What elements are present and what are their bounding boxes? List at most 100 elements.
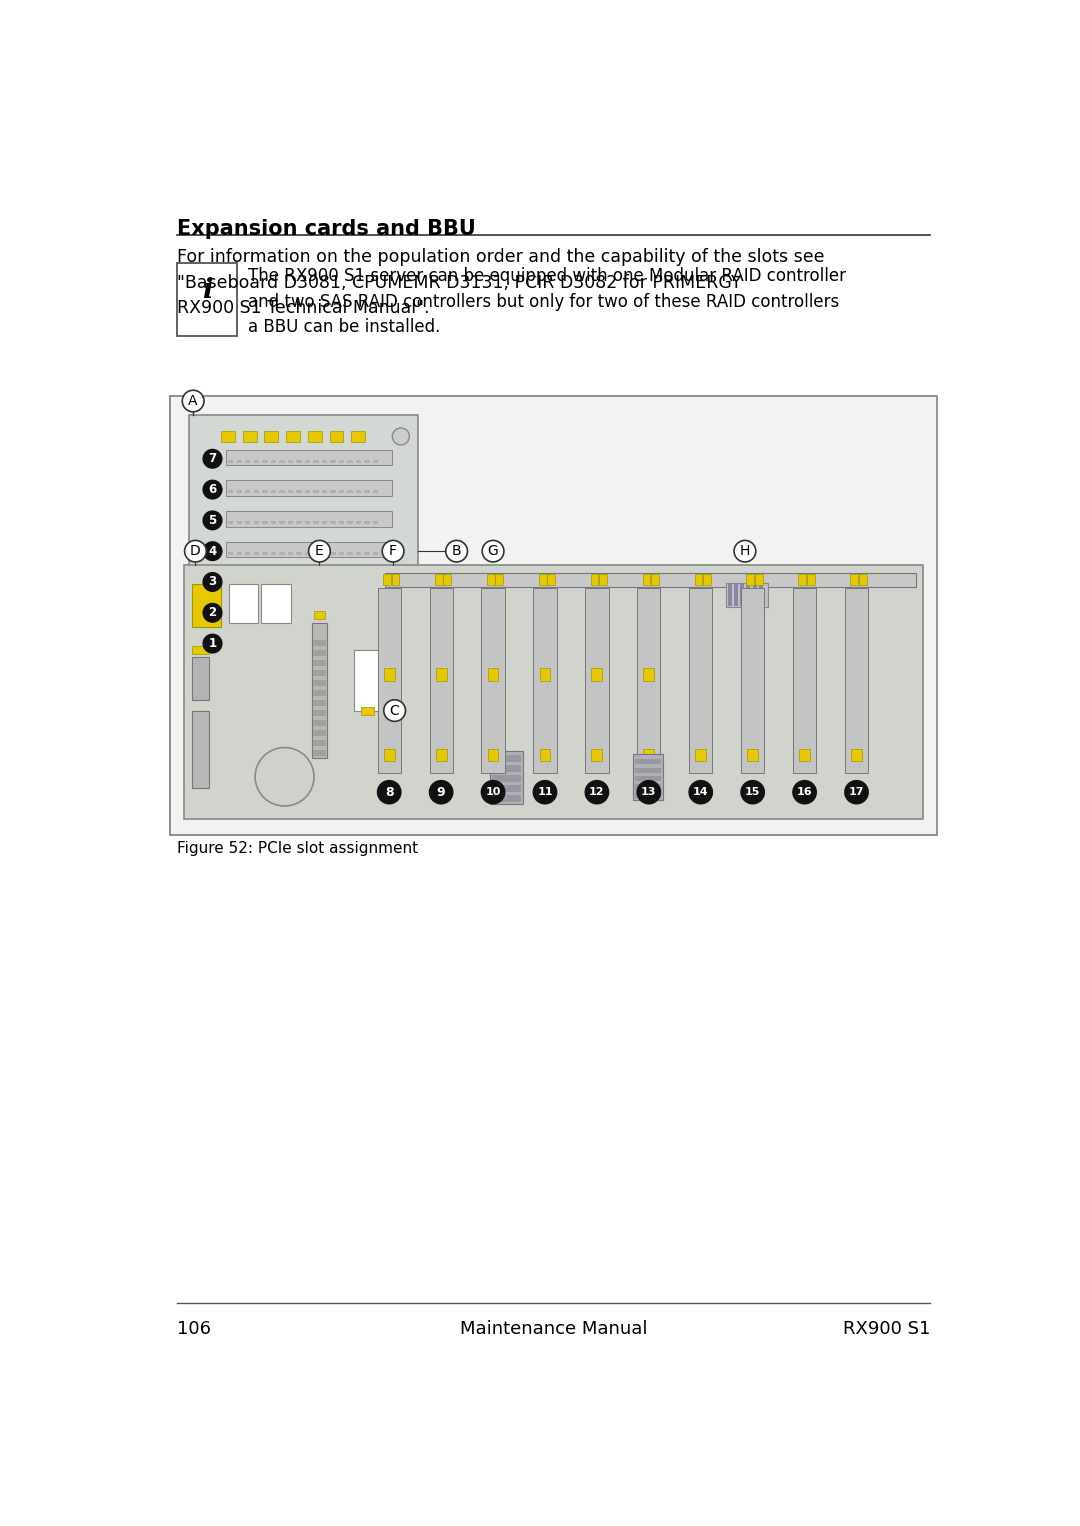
Bar [322, 490, 327, 493]
Bar [262, 552, 268, 555]
Circle shape [202, 603, 222, 623]
Bar [356, 522, 362, 525]
Text: 4: 4 [208, 545, 217, 557]
Bar [356, 490, 362, 493]
Bar [305, 583, 310, 586]
Bar [540, 749, 551, 761]
Bar [348, 552, 353, 555]
Bar [339, 552, 345, 555]
Bar [539, 574, 546, 584]
Bar [339, 583, 345, 586]
Bar [322, 613, 327, 617]
Bar [364, 522, 369, 525]
Bar [189, 415, 418, 688]
Bar [237, 522, 242, 525]
Bar [373, 552, 378, 555]
Bar [191, 584, 221, 627]
Bar [313, 729, 326, 736]
Bar [444, 574, 451, 584]
Circle shape [202, 633, 222, 653]
Bar [356, 644, 362, 647]
Bar [279, 490, 284, 493]
Circle shape [845, 780, 869, 804]
Text: Maintenance Manual: Maintenance Manual [460, 1320, 647, 1338]
Bar [364, 613, 369, 617]
Bar [313, 670, 326, 676]
Bar [491, 775, 521, 783]
Bar [184, 565, 923, 819]
Bar [228, 613, 233, 617]
Bar [799, 749, 810, 761]
Bar [330, 613, 336, 617]
Circle shape [482, 540, 504, 562]
Bar [271, 583, 276, 586]
Bar [354, 650, 381, 711]
Bar [592, 668, 603, 681]
Bar [330, 552, 336, 555]
Bar [177, 262, 238, 336]
Bar [191, 711, 208, 789]
Bar [261, 584, 291, 623]
Bar [755, 574, 762, 584]
Bar [746, 584, 751, 606]
Bar [305, 644, 310, 647]
Circle shape [740, 780, 765, 804]
Bar [383, 668, 394, 681]
Bar [351, 430, 365, 443]
Bar [191, 645, 208, 653]
Bar [322, 552, 327, 555]
Bar [254, 552, 259, 555]
Bar [228, 522, 233, 525]
Bar [313, 459, 319, 462]
Bar [488, 749, 499, 761]
Bar [322, 583, 327, 586]
Bar [262, 644, 268, 647]
Bar [287, 583, 293, 586]
Bar [237, 459, 242, 462]
Bar [313, 690, 326, 696]
Bar [534, 588, 556, 774]
Bar [296, 583, 301, 586]
Bar [305, 613, 310, 617]
Bar [313, 583, 319, 586]
Bar [287, 459, 293, 462]
Bar [373, 522, 378, 525]
Text: 14: 14 [693, 787, 708, 797]
Circle shape [481, 780, 505, 804]
Bar [271, 459, 276, 462]
Bar [245, 490, 251, 493]
Bar [313, 552, 319, 555]
Circle shape [309, 540, 330, 562]
Text: C: C [390, 703, 400, 717]
Bar [287, 613, 293, 617]
Text: 2: 2 [208, 606, 217, 620]
Circle shape [392, 427, 409, 446]
Bar [373, 459, 378, 462]
Bar [430, 588, 453, 774]
Bar [635, 768, 661, 774]
Bar [313, 700, 326, 707]
Bar [356, 583, 362, 586]
Bar [245, 613, 251, 617]
Text: Figure 52: PCIe slot assignment: Figure 52: PCIe slot assignment [177, 841, 418, 856]
Bar [364, 459, 369, 462]
Bar [305, 522, 310, 525]
Text: 10: 10 [485, 787, 501, 797]
Bar [245, 459, 251, 462]
Bar [313, 522, 319, 525]
Text: 1: 1 [208, 636, 217, 650]
Bar [496, 574, 503, 584]
Text: D: D [190, 545, 201, 559]
Bar [262, 522, 268, 525]
Bar [348, 613, 353, 617]
Circle shape [382, 540, 404, 562]
Circle shape [446, 540, 468, 562]
Bar [226, 542, 392, 557]
Bar [487, 574, 495, 584]
Bar [339, 459, 345, 462]
Circle shape [202, 479, 222, 499]
Text: RX900 S1: RX900 S1 [842, 1320, 930, 1338]
Bar [635, 758, 661, 765]
Bar [491, 765, 521, 772]
Bar [226, 481, 392, 496]
